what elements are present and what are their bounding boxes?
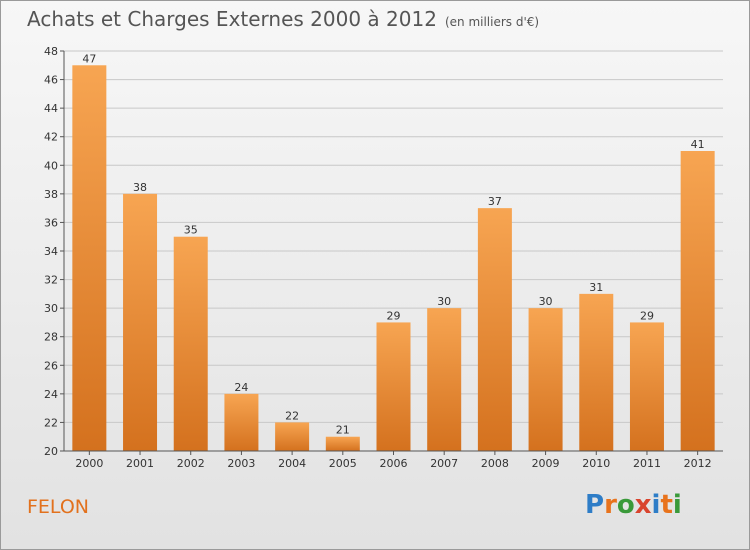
bar [427,308,462,451]
bar [224,393,259,451]
value-label: 29 [387,309,401,322]
y-tick-label: 28 [44,331,58,344]
logo-letter: i [672,490,682,520]
value-label: 37 [488,195,502,208]
y-tick-label: 20 [44,445,58,458]
y-tick-label: 40 [44,159,58,172]
bar [629,322,664,451]
x-tick-label: 2003 [227,457,255,470]
value-label: 24 [234,381,248,394]
x-tick-label: 2010 [582,457,610,470]
y-tick-label: 46 [44,74,58,87]
x-tick-label: 2006 [380,457,408,470]
bar [123,193,158,451]
bar [528,308,563,451]
x-tick-label: 2012 [684,457,712,470]
chart-unit: (en milliers d'€) [444,15,540,29]
bar [173,236,208,451]
logo-letter: o [616,490,635,520]
chart-title: Achats et Charges Externes 2000 à 2012 (e… [27,7,539,31]
x-tick-label: 2011 [633,457,661,470]
y-tick-label: 48 [44,45,58,58]
value-label: 30 [437,295,451,308]
logo-letter: t [660,490,673,520]
bar [325,436,360,451]
bar [376,322,411,451]
y-tick-label: 30 [44,302,58,315]
x-tick-label: 2009 [532,457,560,470]
value-label: 30 [539,295,553,308]
value-label: 22 [285,409,299,422]
value-label: 41 [691,138,705,151]
x-tick-label: 2007 [430,457,458,470]
y-tick-label: 32 [44,274,58,287]
bar [579,293,614,451]
proxiti-logo: Proxiti [585,490,682,520]
y-tick-label: 22 [44,416,58,429]
value-label: 38 [133,181,147,194]
bar [275,422,310,451]
value-label: 21 [336,424,350,437]
axes [60,50,723,455]
bar [680,151,715,451]
value-label: 47 [82,52,96,65]
bars [72,65,715,452]
value-label: 29 [640,309,654,322]
x-tick-label: 2000 [75,457,103,470]
commune-name: FELON [27,496,90,518]
y-tick-label: 36 [44,216,58,229]
y-tick-label: 44 [44,102,58,115]
x-tick-label: 2005 [329,457,357,470]
y-tick-label: 38 [44,188,58,201]
x-tick-label: 2002 [177,457,205,470]
x-tick-label: 2008 [481,457,509,470]
logo-letter: i [651,490,661,520]
y-tick-label: 26 [44,359,58,372]
y-tick-label: 42 [44,131,58,144]
y-tick-label: 24 [44,388,58,401]
logo-letter: r [604,490,617,520]
y-tick-label: 34 [44,245,58,258]
value-label: 35 [184,224,198,237]
logo-letter: x [634,490,652,520]
x-tick-label: 2004 [278,457,306,470]
logo-letter: P [585,490,605,520]
chart-title-text: Achats et Charges Externes 2000 à 2012 [27,7,437,31]
bar [477,208,512,451]
labels: 20 22 24 26 28 30 32 34 36 38 40 42 44 46 48 47 2000 38 20… [44,45,712,470]
bar [72,65,107,452]
value-label: 31 [589,281,603,294]
x-tick-label: 2001 [126,457,154,470]
